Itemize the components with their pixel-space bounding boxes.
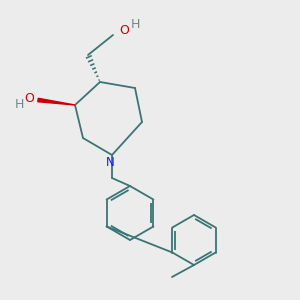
- Text: H: H: [130, 19, 140, 32]
- Polygon shape: [38, 98, 75, 105]
- Text: H: H: [14, 98, 24, 112]
- Text: N: N: [106, 157, 114, 169]
- Text: O: O: [119, 25, 129, 38]
- Text: O: O: [24, 92, 34, 104]
